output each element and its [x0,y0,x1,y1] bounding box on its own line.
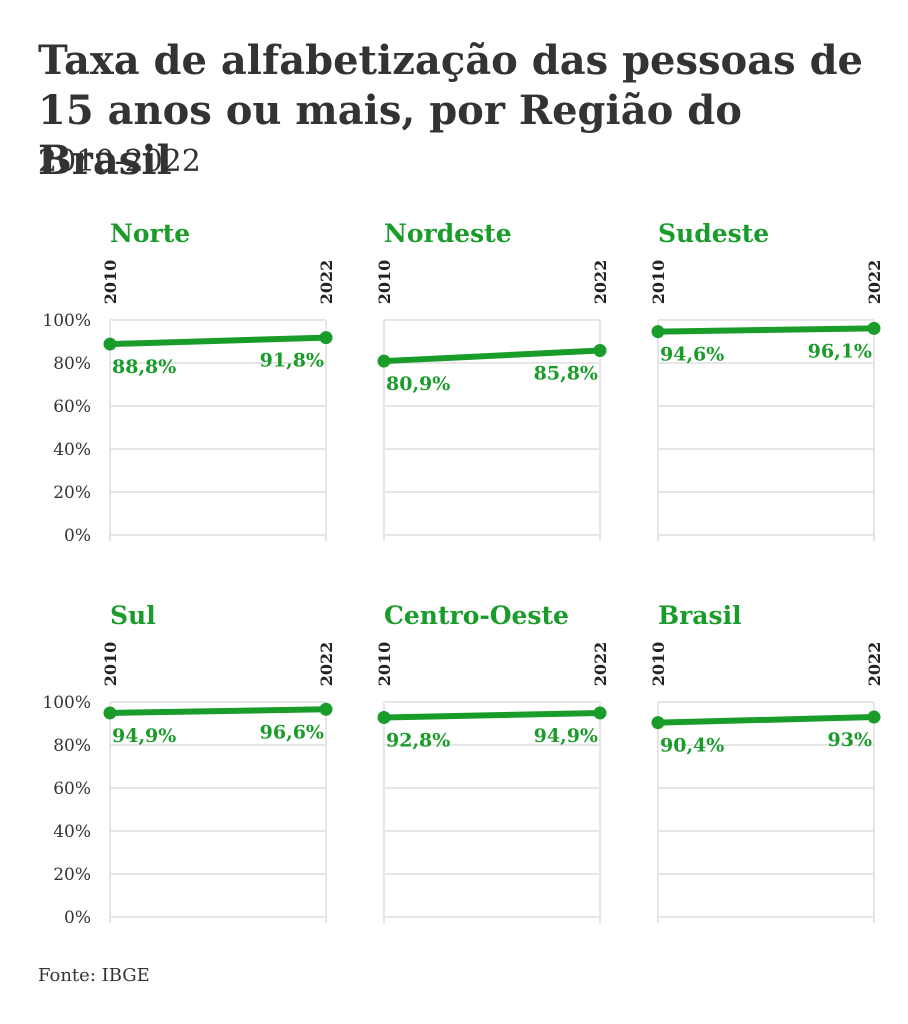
data-point-brasil-start [651,716,665,730]
data-point-sul-end [319,702,333,716]
y-tick-label-sul-60: 60% [53,779,91,799]
x-tick-label-sul-end: 2022 [317,642,336,687]
panel-title-sudeste: Sudeste [658,219,769,248]
data-label-centro-oeste-start: 92,8% [386,729,450,751]
x-tick-label-nordeste-end: 2022 [591,260,610,305]
y-tick-label-norte-100: 100% [42,311,91,331]
y-tick-label-norte-40: 40% [53,440,91,460]
data-label-sudeste-start: 94,6% [660,344,724,366]
data-label-brasil-end: 93% [828,729,873,751]
data-point-centro-oeste-end [593,706,607,720]
series-line-norte [107,334,329,348]
source-note: Fonte: IBGE [38,965,150,986]
chart-title: Taxa de alfabetização das pessoas de 15 … [38,37,863,184]
x-tick-label-sul-start: 2010 [101,642,120,687]
x-tick-label-centro-oeste-start: 2010 [375,642,394,687]
x-tick-label-norte-end: 2022 [317,260,336,305]
y-tick-label-sul-80: 80% [53,736,91,756]
data-label-centro-oeste-end: 94,9% [534,725,598,747]
data-label-norte-end: 91,8% [260,350,324,372]
data-label-sul-end: 96,6% [260,721,324,743]
panel-title-centro-oeste: Centro-Oeste [384,601,569,630]
data-point-nordeste-end [593,344,607,358]
x-tick-label-sudeste-start: 2010 [649,260,668,305]
y-tick-label-norte-0: 0% [64,526,91,546]
x-tick-label-brasil-start: 2010 [649,642,668,687]
data-point-norte-start [103,337,117,351]
x-tick-label-norte-start: 2010 [101,260,120,305]
data-label-nordeste-end: 85,8% [534,363,598,385]
series-line-centro-oeste [381,709,603,721]
y-tick-label-sul-40: 40% [53,822,91,842]
chart-subtitle: 2010-2022 [38,144,201,179]
y-tick-label-sul-100: 100% [42,693,91,713]
series-line-sudeste [655,325,877,335]
series-line-brasil [655,714,877,726]
data-point-sudeste-start [651,325,665,339]
data-label-sudeste-end: 96,1% [808,340,872,362]
data-point-sudeste-end [867,321,881,335]
data-point-centro-oeste-start [377,710,391,724]
data-point-brasil-end [867,710,881,724]
x-tick-label-centro-oeste-end: 2022 [591,642,610,687]
data-point-norte-end [319,331,333,345]
y-tick-label-norte-80: 80% [53,354,91,374]
data-point-nordeste-start [377,354,391,368]
y-tick-label-norte-60: 60% [53,397,91,417]
series-line-nordeste [381,347,603,365]
data-label-norte-start: 88,8% [112,356,176,378]
data-point-sul-start [103,706,117,720]
y-tick-label-sul-20: 20% [53,865,91,885]
panel-title-brasil: Brasil [658,601,742,630]
data-label-nordeste-start: 80,9% [386,373,450,395]
x-tick-label-nordeste-start: 2010 [375,260,394,305]
x-tick-label-sudeste-end: 2022 [865,260,884,305]
panel-title-norte: Norte [110,219,190,248]
panel-title-sul: Sul [110,601,156,630]
y-tick-label-norte-20: 20% [53,483,91,503]
series-line-sul [107,706,329,716]
data-label-sul-start: 94,9% [112,725,176,747]
data-label-brasil-start: 90,4% [660,735,724,757]
y-tick-label-sul-0: 0% [64,908,91,928]
panel-title-nordeste: Nordeste [384,219,512,248]
x-tick-label-brasil-end: 2022 [865,642,884,687]
